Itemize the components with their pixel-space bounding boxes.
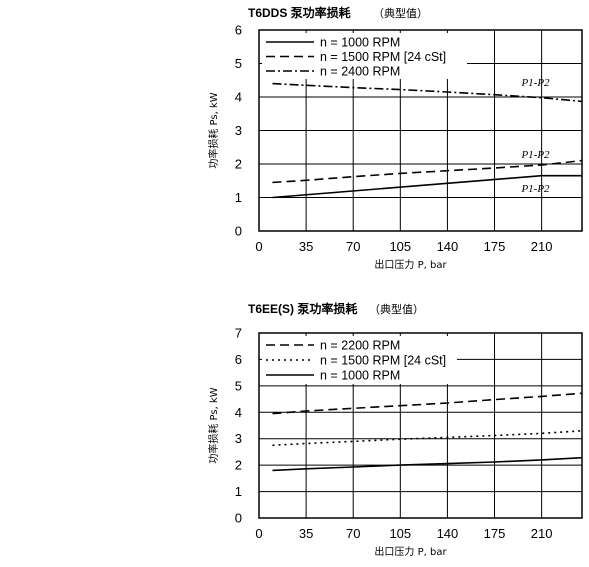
legend-box — [262, 336, 457, 384]
series-line — [272, 174, 582, 199]
legend-label: n = 1000 RPM — [320, 369, 400, 383]
chart-subtitle: （典型值） — [369, 302, 424, 316]
y-tick-label: 7 — [235, 326, 242, 341]
series-line — [272, 430, 583, 447]
legend-label: n = 1500 RPM [24 cSt] — [320, 354, 446, 368]
x-tick-label: 70 — [346, 526, 360, 541]
x-tick-label: 210 — [531, 239, 553, 254]
y-tick-label: 4 — [235, 405, 242, 420]
y-tick-labels: 0 1 2 3 4 5 6 7 — [235, 326, 242, 526]
x-tick-label: 210 — [531, 526, 553, 541]
annotation-label: P1-P2 — [520, 77, 550, 89]
x-tick-label: 105 — [389, 239, 411, 254]
x-tick-label: 140 — [437, 239, 459, 254]
x-tick-label: 105 — [389, 526, 411, 541]
chart-title: T6EE(S) 泵功率损耗 — [248, 301, 357, 316]
series-group — [272, 82, 583, 199]
y-tick-labels: 0 1 2 3 4 5 6 — [235, 23, 242, 239]
series-line — [272, 392, 583, 415]
y-tick-label: 5 — [235, 56, 242, 71]
chart-subtitle: （典型值） — [373, 6, 428, 20]
x-tick-label: 175 — [484, 526, 506, 541]
y-tick-label: 2 — [235, 458, 242, 473]
annotations: P1-P2 P1-P2 P1-P2 — [520, 77, 550, 195]
y-tick-label: 0 — [235, 511, 242, 526]
y-tick-label: 1 — [235, 190, 242, 205]
series-group — [272, 392, 583, 472]
y-axis-label: 功率损耗 Ps, kW — [207, 387, 220, 463]
series-line — [272, 82, 583, 103]
legend-label: n = 2200 RPM — [320, 339, 400, 353]
series-line — [272, 456, 583, 472]
y-tick-label: 4 — [235, 90, 242, 105]
y-tick-label: 6 — [235, 23, 242, 38]
x-axis-label: 出口压力 P, bar — [374, 545, 447, 558]
series-line — [272, 159, 583, 184]
chart-title: T6DDS 泵功率损耗 — [248, 5, 351, 20]
y-tick-label: 3 — [235, 123, 242, 138]
plot-frame — [258, 29, 583, 232]
legend-label: n = 1500 RPM [24 cSt] — [320, 50, 446, 64]
y-tick-label: 2 — [235, 157, 242, 172]
annotation-label: P1-P2 — [520, 183, 550, 195]
x-tick-label: 35 — [299, 239, 313, 254]
y-tick-label: 0 — [235, 224, 242, 239]
y-tick-label: 6 — [235, 352, 242, 367]
y-axis-label: 功率损耗 Ps, kW — [207, 92, 220, 168]
y-tick-label: 1 — [235, 484, 242, 499]
annotation-label: P1-P2 — [520, 149, 550, 161]
y-tick-label: 5 — [235, 378, 242, 393]
legend-label: n = 1000 RPM — [320, 36, 400, 50]
legend-label: n = 2400 RPM — [320, 65, 400, 79]
x-tick-label: 0 — [255, 526, 262, 541]
x-axis-label: 出口压力 P, bar — [374, 258, 447, 271]
plot-frame — [258, 332, 583, 519]
x-tick-label: 0 — [255, 239, 262, 254]
x-tick-label: 140 — [437, 526, 459, 541]
x-tick-label: 70 — [346, 239, 360, 254]
y-tick-label: 3 — [235, 431, 242, 446]
x-tick-label: 175 — [484, 239, 506, 254]
x-tick-labels: 0 35 70 105 140 175 210 — [255, 526, 552, 541]
x-tick-labels: 0 35 70 105 140 175 210 — [255, 239, 552, 254]
x-tick-label: 35 — [299, 526, 313, 541]
